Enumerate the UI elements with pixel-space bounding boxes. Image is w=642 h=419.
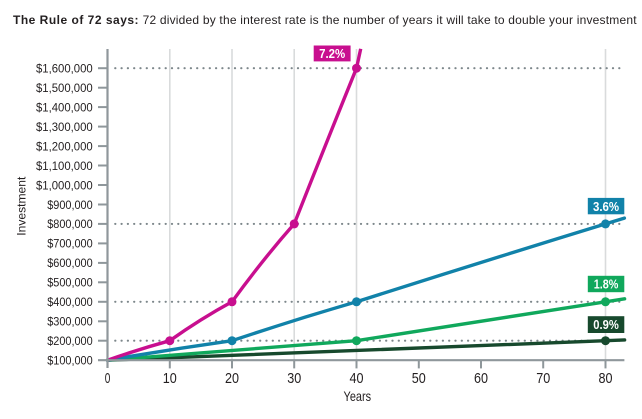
svg-text:0: 0 [105, 371, 111, 387]
svg-text:$100,000: $100,000 [47, 354, 93, 368]
svg-text:7.2%: 7.2% [319, 46, 345, 61]
svg-text:$300,000: $300,000 [47, 315, 93, 329]
svg-text:$1,000,000: $1,000,000 [36, 178, 93, 192]
svg-text:$1,500,000: $1,500,000 [36, 81, 93, 95]
svg-text:$200,000: $200,000 [47, 334, 93, 348]
svg-text:$1,100,000: $1,100,000 [36, 159, 93, 173]
svg-text:$1,300,000: $1,300,000 [36, 120, 93, 134]
svg-text:10: 10 [163, 371, 177, 387]
svg-text:$400,000: $400,000 [47, 295, 93, 309]
svg-text:$1,200,000: $1,200,000 [36, 139, 93, 153]
svg-text:Investment: Investment [17, 176, 29, 236]
svg-text:0.9%: 0.9% [593, 317, 619, 332]
svg-text:80: 80 [599, 371, 613, 387]
svg-text:20: 20 [225, 371, 239, 387]
svg-text:70: 70 [536, 371, 550, 387]
svg-text:$700,000: $700,000 [47, 237, 93, 251]
svg-text:Years: Years [344, 389, 372, 404]
svg-text:$1,600,000: $1,600,000 [36, 62, 93, 76]
svg-text:$800,000: $800,000 [47, 217, 93, 231]
svg-text:40: 40 [350, 371, 364, 387]
svg-text:1.8%: 1.8% [594, 277, 619, 292]
svg-text:$900,000: $900,000 [47, 198, 93, 212]
svg-text:30: 30 [287, 371, 301, 387]
svg-text:60: 60 [474, 371, 488, 387]
svg-text:$500,000: $500,000 [47, 276, 93, 290]
svg-text:3.6%: 3.6% [593, 199, 619, 214]
svg-text:$1,400,000: $1,400,000 [36, 100, 93, 114]
svg-text:$600,000: $600,000 [47, 256, 93, 270]
svg-text:50: 50 [412, 371, 426, 387]
